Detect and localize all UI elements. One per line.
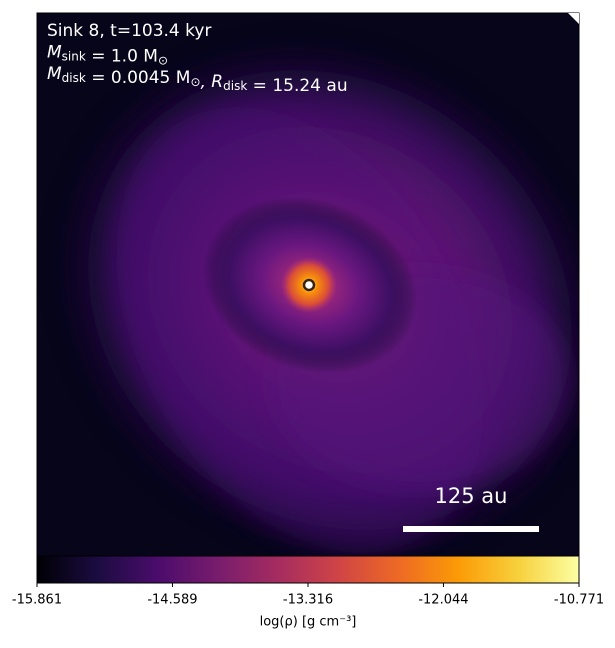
scale-bar-label: 125 au bbox=[435, 484, 508, 508]
colorbar: -15.861 -14.589 -13.316 -12.044 -10.771 bbox=[12, 555, 604, 608]
sink-marker bbox=[302, 278, 316, 292]
corner bbox=[568, 13, 579, 24]
annotation: Msink = 1.0 M⊙ bbox=[47, 43, 168, 68]
colorbar-tick-label: -15.861 bbox=[12, 593, 62, 608]
annotation-text: , R bbox=[201, 72, 224, 92]
colorbar-tick-label: -13.316 bbox=[283, 593, 333, 608]
colorbar-tick-label: -12.044 bbox=[418, 593, 468, 608]
subscript: sink bbox=[62, 49, 86, 63]
subscript: ⊙ bbox=[158, 53, 168, 67]
scale-bar bbox=[403, 526, 539, 532]
colorbar-tick-label: -14.589 bbox=[147, 593, 197, 608]
subscript: disk bbox=[62, 71, 86, 85]
annotation-text: = 15.24 au bbox=[247, 76, 347, 96]
annotation-text: = 1.0 M bbox=[86, 47, 158, 67]
colorbar-tick-label: -10.771 bbox=[554, 593, 604, 608]
annotation-text: M bbox=[47, 43, 62, 63]
annotation: Mdisk = 0.0045 M⊙, Rdisk = 15.24 au bbox=[47, 64, 348, 96]
colorbar-gradient bbox=[36, 555, 580, 584]
subscript: disk bbox=[223, 79, 247, 93]
subscript: ⊙ bbox=[190, 75, 200, 89]
annotation-text: Sink 8, t=103.4 kyr bbox=[47, 21, 211, 41]
annotation-text: = 0.0045 M bbox=[86, 68, 191, 88]
colorbar-label: log(ρ) [g cm⁻³] bbox=[260, 615, 357, 630]
annotation: Sink 8, t=103.4 kyr bbox=[47, 21, 211, 41]
annotation-text: M bbox=[47, 64, 62, 84]
